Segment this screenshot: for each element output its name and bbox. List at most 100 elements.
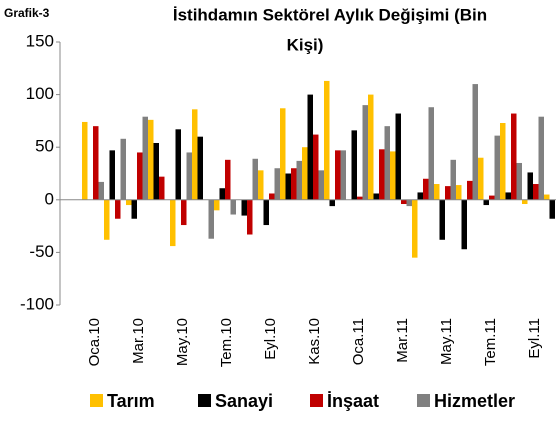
bar [478,157,484,200]
bar [137,152,143,200]
x-tick-label: Tem.10 [218,318,235,367]
bar [324,80,330,200]
x-tick-label: Mar.10 [130,318,147,364]
bar [533,184,539,200]
bar [549,199,555,219]
bar [379,149,385,200]
bar [131,199,137,219]
bar [505,192,511,200]
bar [390,151,396,200]
legend-label: Tarım [107,391,155,411]
chart-title: İstihdamın Sektörel Aylık Değişimi (Bin [173,5,487,24]
bar [285,173,291,200]
bar [225,159,231,200]
bar [395,113,401,200]
bar [170,199,176,247]
bar [500,123,506,200]
bar [516,162,522,200]
bar [428,107,434,200]
bar [208,199,214,239]
y-tick-label: 50 [35,137,54,156]
bar [291,168,297,200]
bar [153,142,159,200]
bar [401,199,407,205]
bar [538,116,544,200]
bar [98,181,104,200]
bar [544,194,550,200]
bar [104,199,110,240]
y-tick-label: 150 [26,31,54,50]
bar [445,186,451,200]
bar [252,158,258,200]
bar [307,94,313,200]
chart-title: Kişi) [287,35,324,54]
bar [406,199,412,207]
bar [192,109,198,200]
legend-label: İnşaat [327,391,379,411]
bar [357,196,363,200]
y-tick-label: 0 [45,189,54,208]
bar [373,193,379,200]
legend-swatch [310,394,323,407]
bar [483,199,489,206]
legend-swatch [198,394,211,407]
bar [269,193,275,200]
bar [230,199,236,215]
bar [450,159,456,200]
bar [527,172,533,200]
bar [417,192,423,200]
bar [472,84,478,200]
bar [302,147,308,200]
bar [148,119,154,200]
bar [412,199,418,258]
legend-swatch [417,394,430,407]
bar [423,178,429,200]
bar [461,199,467,250]
bar [280,108,286,200]
bar [214,199,220,211]
x-tick-label: Tem.11 [482,318,499,366]
bar [439,199,445,240]
bar [351,130,357,200]
bar [296,160,302,200]
bar [434,184,440,200]
bar [258,170,264,200]
bar [175,129,181,200]
bar [494,135,500,200]
bar [335,150,341,200]
x-tick-label: Eyl.11 [526,318,543,359]
bar [142,116,148,200]
bar [181,199,187,226]
bar [489,195,495,200]
x-tick-label: Mar.11 [394,318,411,363]
x-tick-label: Kas.10 [306,318,323,365]
legend-label: Sanayi [215,391,273,411]
x-tick-label: Eyl.10 [262,318,279,360]
x-tick-label: Oca.11 [350,318,367,365]
bar [126,199,132,206]
bar [511,113,517,200]
bar [318,170,324,200]
bar [115,199,121,219]
bar [384,126,390,200]
bar [241,199,247,216]
bar [219,188,225,200]
bar [186,152,192,200]
bar [368,94,374,200]
bar [82,121,88,200]
y-tick-label: -50 [29,242,54,261]
bar [93,126,99,200]
y-tick-label: 100 [26,84,54,103]
bar [263,199,269,226]
bar [274,168,280,200]
bar [247,199,253,235]
bar [159,176,165,200]
chart-label: Grafik-3 [4,6,50,20]
bar [109,150,115,200]
bar [456,185,462,200]
legend-label: Hizmetler [434,391,515,411]
bar [197,136,203,200]
bar [313,134,319,200]
y-tick-label: -100 [20,294,54,313]
